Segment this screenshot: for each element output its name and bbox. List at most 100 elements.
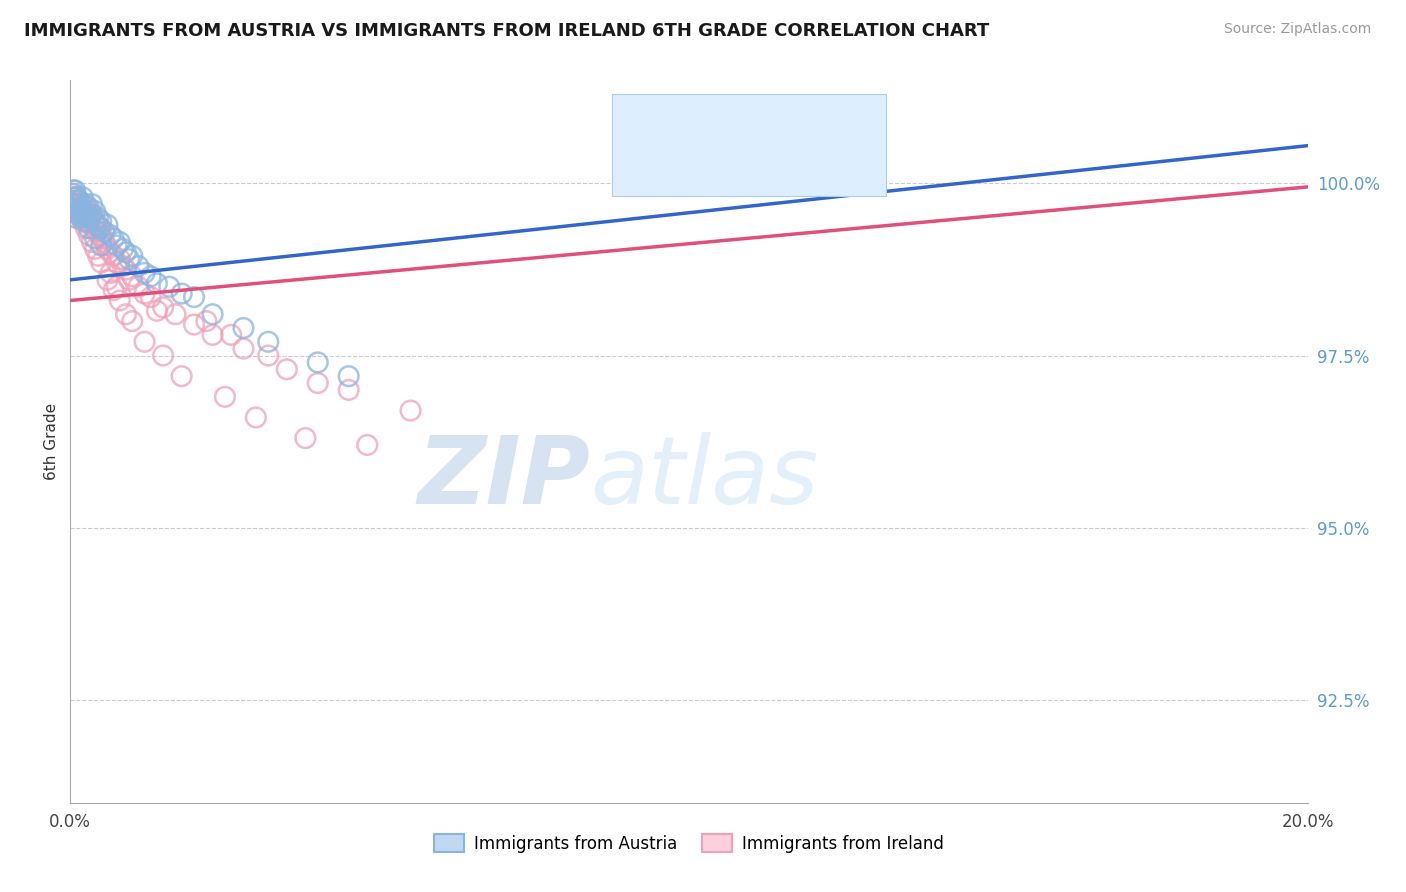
Point: [72, 207, 94, 221]
Point: [62, 183, 84, 197]
Point: [337, 383, 360, 397]
Point: [183, 318, 205, 332]
Point: [75, 214, 97, 228]
Point: [219, 327, 242, 342]
Point: [65, 194, 87, 208]
Text: IMMIGRANTS FROM AUSTRIA VS IMMIGRANTS FROM IRELAND 6TH GRADE CORRELATION CHART: IMMIGRANTS FROM AUSTRIA VS IMMIGRANTS FR…: [24, 22, 990, 40]
Point: [75, 197, 97, 211]
Point: [115, 307, 138, 321]
Legend: Immigrants from Austria, Immigrants from Ireland: Immigrants from Austria, Immigrants from…: [427, 828, 950, 860]
Point: [96, 218, 118, 232]
Point: [80, 235, 103, 249]
Point: [70, 204, 93, 219]
Point: [214, 390, 236, 404]
Point: [100, 266, 122, 280]
Point: [127, 279, 149, 293]
Point: [108, 293, 131, 308]
Point: [134, 266, 156, 280]
Point: [70, 211, 93, 225]
Point: [90, 221, 112, 235]
Point: [84, 204, 107, 219]
Point: [96, 273, 118, 287]
Point: [62, 194, 84, 208]
Point: [80, 207, 103, 221]
Point: [115, 262, 138, 277]
Point: [103, 249, 125, 263]
Point: [294, 431, 316, 445]
Point: [108, 235, 131, 249]
Point: [105, 255, 128, 269]
Point: [276, 362, 298, 376]
Point: [79, 211, 101, 225]
Point: [84, 214, 107, 228]
Point: [77, 204, 100, 219]
Point: [90, 238, 112, 252]
Point: [257, 349, 280, 363]
Point: [69, 204, 91, 219]
Point: [66, 204, 89, 219]
Point: [170, 369, 193, 384]
Point: [103, 283, 125, 297]
Point: [69, 204, 91, 219]
Point: [232, 342, 254, 356]
Point: [170, 286, 193, 301]
Point: [83, 221, 105, 235]
Point: [152, 349, 174, 363]
Point: [65, 197, 87, 211]
Point: [65, 197, 87, 211]
Point: [307, 376, 329, 390]
Point: [90, 214, 112, 228]
Point: [165, 307, 187, 321]
Point: [118, 273, 141, 287]
Point: [87, 249, 110, 263]
Point: [69, 207, 91, 221]
Point: [337, 369, 360, 384]
Point: [77, 221, 100, 235]
Point: [70, 211, 93, 225]
Point: [307, 355, 329, 369]
Point: [157, 279, 180, 293]
Y-axis label: 6th Grade: 6th Grade: [44, 403, 59, 480]
Point: [75, 221, 97, 235]
Point: [77, 201, 100, 215]
Point: [201, 327, 224, 342]
Point: [245, 410, 267, 425]
Point: [73, 214, 96, 228]
Point: [80, 197, 103, 211]
Point: [72, 204, 94, 219]
Point: [146, 303, 169, 318]
Point: [146, 277, 169, 291]
Point: [115, 245, 138, 260]
Point: [66, 207, 89, 221]
Point: [63, 190, 86, 204]
Point: [105, 279, 128, 293]
Point: [62, 197, 84, 211]
Point: [87, 218, 110, 232]
Point: [70, 201, 93, 215]
Text: R = 0.391   N = 81: R = 0.391 N = 81: [662, 147, 846, 165]
Point: [201, 307, 224, 321]
Point: [65, 197, 87, 211]
Point: [84, 231, 107, 245]
Point: [77, 228, 100, 243]
Point: [89, 228, 111, 243]
Point: [65, 183, 87, 197]
Point: [93, 235, 115, 249]
Point: [96, 242, 118, 256]
Point: [121, 314, 143, 328]
Point: [62, 190, 84, 204]
Point: [65, 201, 87, 215]
Text: Source: ZipAtlas.com: Source: ZipAtlas.com: [1223, 22, 1371, 37]
Point: [100, 228, 122, 243]
Point: [121, 269, 143, 284]
Point: [139, 269, 162, 284]
Point: [84, 218, 107, 232]
Text: ZIP: ZIP: [418, 432, 591, 524]
Point: [66, 197, 89, 211]
Point: [77, 214, 100, 228]
Point: [76, 207, 98, 221]
Point: [72, 207, 94, 221]
Point: [111, 259, 134, 273]
Point: [105, 238, 128, 252]
Point: [647, 177, 669, 191]
